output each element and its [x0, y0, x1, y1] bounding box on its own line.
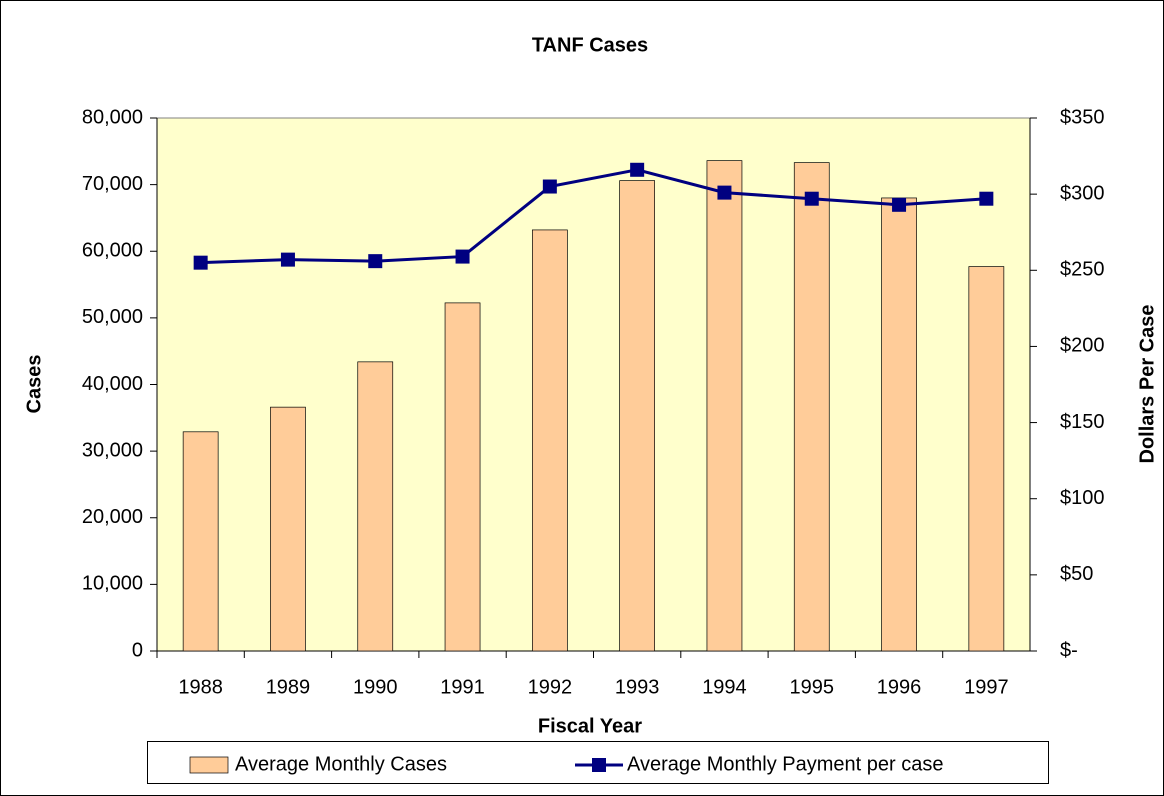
- y2-tick-label: $50: [1060, 563, 1093, 585]
- bar: [531, 229, 568, 652]
- line-marker: [804, 191, 819, 206]
- x-tick-label: 1991: [440, 676, 485, 698]
- bar: [357, 361, 394, 652]
- legend-label: Average Monthly Payment per case: [627, 753, 943, 775]
- y-tick-label: 70,000: [82, 173, 143, 195]
- y-tick-label: 80,000: [82, 106, 143, 128]
- legend-swatch: [592, 758, 606, 772]
- y2-tick-label: $200: [1060, 335, 1105, 357]
- y-tick-label: 20,000: [82, 506, 143, 528]
- bar: [619, 180, 656, 652]
- y-tick-label: 30,000: [82, 439, 143, 461]
- x-tick-label: 1996: [877, 676, 922, 698]
- bar: [968, 266, 1005, 652]
- line-marker: [717, 185, 732, 200]
- chart-title: TANF Cases: [532, 34, 648, 56]
- y2-tick-label: $350: [1060, 106, 1105, 128]
- bar: [182, 431, 219, 652]
- x-tick-label: 1990: [353, 676, 398, 698]
- line: [200, 168, 987, 265]
- y2-tick-label: $150: [1060, 411, 1105, 433]
- y-axis-label: Cases: [23, 355, 45, 414]
- y-tick-label: 60,000: [82, 240, 143, 262]
- line-marker: [455, 249, 470, 264]
- y2-tick-label: $300: [1060, 182, 1105, 204]
- line-marker: [368, 254, 383, 269]
- y-tick-label: 50,000: [82, 306, 143, 328]
- bar: [444, 302, 481, 652]
- legend-swatch: [189, 756, 229, 774]
- bar: [881, 197, 917, 652]
- x-tick-label: 1997: [964, 676, 1009, 698]
- x-tick-label: 1995: [790, 676, 835, 698]
- x-tick-label: 1988: [178, 676, 223, 698]
- line-marker: [630, 162, 645, 177]
- x-tick-label: 1992: [528, 676, 573, 698]
- x-tick-label: 1993: [615, 676, 660, 698]
- y2-axis-label: Dollars Per Case: [1136, 305, 1158, 464]
- line-marker: [193, 255, 208, 270]
- y2-tick-label: $100: [1060, 487, 1105, 509]
- bar: [793, 162, 830, 652]
- y-tick-label: 40,000: [82, 373, 143, 395]
- x-axis-label: Fiscal Year: [538, 715, 642, 737]
- line-marker: [542, 179, 557, 194]
- y-tick-label: 10,000: [82, 573, 143, 595]
- y2-tick-label: $-: [1060, 639, 1078, 661]
- line-marker: [979, 191, 994, 206]
- y2-tick-label: $250: [1060, 259, 1105, 281]
- x-tick-label: 1994: [702, 676, 747, 698]
- legend-label: Average Monthly Cases: [235, 753, 447, 775]
- y-tick-label: 0: [132, 639, 143, 661]
- bar: [270, 406, 306, 652]
- bar: [706, 160, 743, 652]
- line-marker: [892, 197, 907, 212]
- line-marker: [280, 252, 295, 267]
- x-tick-label: 1989: [266, 676, 311, 698]
